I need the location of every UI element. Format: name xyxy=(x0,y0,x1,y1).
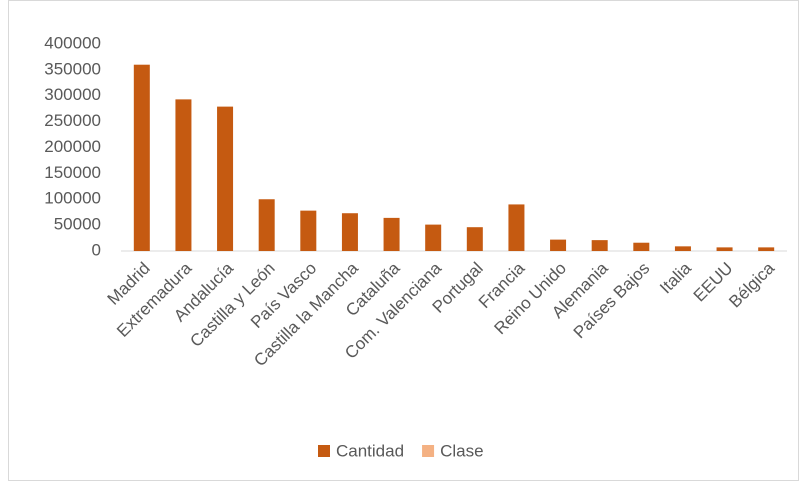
bar xyxy=(175,99,192,251)
y-tick-label: 0 xyxy=(92,240,101,259)
bar xyxy=(716,247,733,251)
chart-frame xyxy=(8,0,799,481)
y-tick-label: 100000 xyxy=(44,189,101,208)
y-tick-label: 150000 xyxy=(44,163,101,182)
bar xyxy=(550,239,567,251)
y-tick-label: 300000 xyxy=(44,85,101,104)
bar xyxy=(758,247,775,251)
legend-label: Cantidad xyxy=(336,441,404,460)
bar xyxy=(425,224,442,251)
bar xyxy=(300,210,317,251)
legend-swatch xyxy=(422,445,435,457)
y-tick-label: 50000 xyxy=(54,215,101,234)
y-tick-label: 400000 xyxy=(44,33,101,52)
bar xyxy=(508,204,525,251)
bar xyxy=(674,246,691,251)
legend-label: Clase xyxy=(440,441,483,460)
bar xyxy=(591,240,608,251)
bar xyxy=(383,217,400,251)
legend-swatch xyxy=(318,445,330,457)
bar xyxy=(466,227,483,251)
y-tick-label: 250000 xyxy=(44,111,101,130)
bar xyxy=(633,242,650,251)
y-tick-label: 200000 xyxy=(44,137,101,156)
y-tick-label: 350000 xyxy=(44,59,101,78)
bar xyxy=(341,213,358,251)
bar xyxy=(217,106,234,252)
bar xyxy=(133,64,150,251)
bar xyxy=(258,199,275,251)
